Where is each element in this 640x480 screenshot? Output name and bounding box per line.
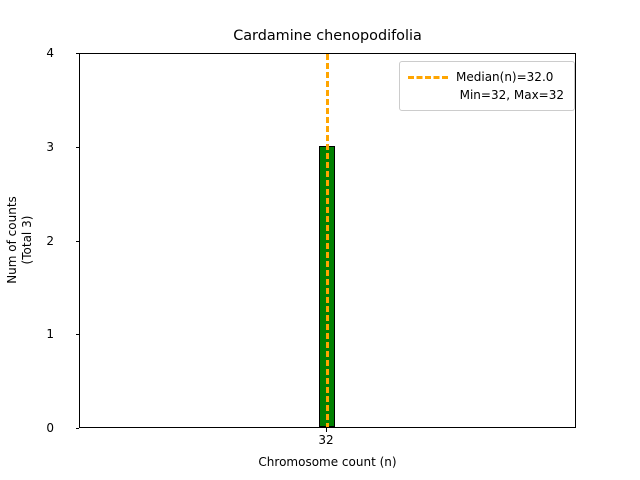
x-tick-mark-32: [326, 428, 328, 432]
plot-area: [80, 54, 575, 427]
y-tick-mark-2: [75, 240, 79, 242]
median-line: [325, 54, 329, 427]
y-tick-label-0: 0: [46, 421, 54, 435]
y-tick-label-1: 1: [46, 327, 54, 342]
legend: Median(n)=32.0 Min=32, Max=32: [399, 61, 575, 111]
y-tick-mark-0: [75, 428, 79, 430]
legend-row-minmax: Min=32, Max=32: [408, 86, 566, 104]
y-tick-label-2: 2: [46, 233, 54, 248]
x-axis-label: Chromosome count (n): [258, 455, 397, 469]
legend-row-median: Median(n)=32.0: [408, 68, 566, 86]
legend-label-median: Median(n)=32.0: [456, 70, 554, 84]
chart-title: Cardamine chenopodifolia: [233, 28, 422, 44]
y-tick-mark-3: [75, 146, 79, 148]
legend-dashed-line-icon: [408, 70, 448, 84]
y-tick-label-3: 3: [46, 139, 54, 154]
legend-label-minmax: Min=32, Max=32: [459, 88, 564, 102]
x-tick-label-32: 32: [318, 433, 334, 447]
y-tick-label-4: 4: [46, 46, 54, 60]
y-tick-mark-4: [75, 53, 79, 55]
plot-axes: Median(n)=32.0 Min=32, Max=32: [79, 53, 576, 428]
y-tick-mark-1: [75, 334, 79, 336]
